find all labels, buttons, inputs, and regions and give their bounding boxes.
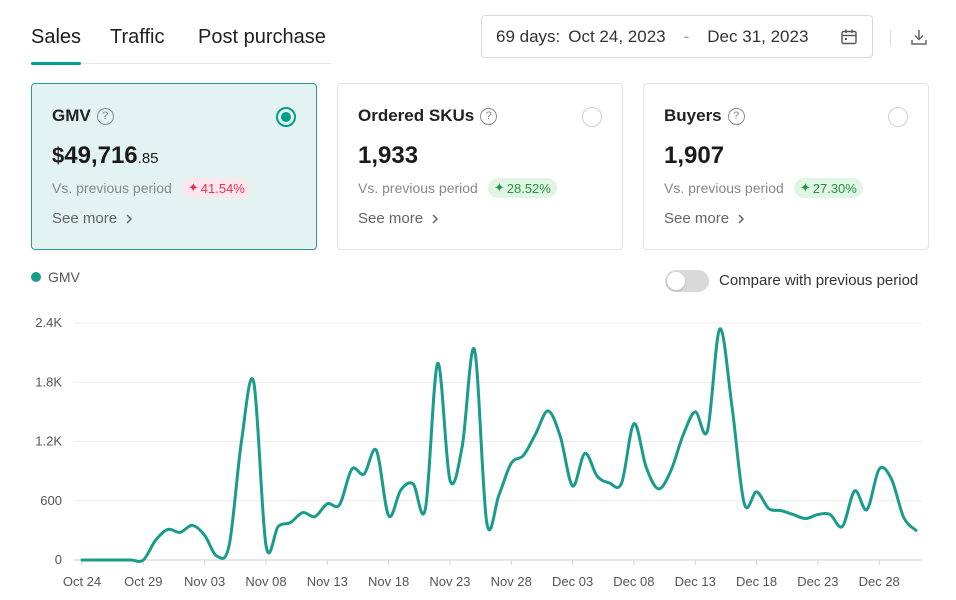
y-tick-label: 600 <box>40 493 62 508</box>
arrow-up-icon: ✦ <box>799 180 811 195</box>
comparison-label: Vs. previous period <box>52 180 172 196</box>
compare-toggle[interactable] <box>665 270 709 292</box>
date-range-separator: - <box>683 26 690 46</box>
change-badge: ✦ 41.54% <box>181 178 251 198</box>
chevron-right-icon <box>432 213 439 224</box>
card-title-text: Buyers <box>664 106 722 125</box>
x-tick-label: Nov 23 <box>429 574 470 589</box>
see-more-link[interactable]: See more <box>52 210 133 227</box>
toolbar-divider <box>890 30 891 46</box>
card-title: GMV ? <box>52 106 114 126</box>
arrow-up-icon: ✦ <box>493 180 505 195</box>
metric-value-main: 1,907 <box>664 142 725 169</box>
legend-label: GMV <box>48 269 80 285</box>
tab-sales[interactable]: Sales <box>31 26 82 48</box>
x-tick-label: Oct 29 <box>124 574 162 589</box>
comparison-row: Vs. previous period ✦ 28.52% <box>358 178 557 198</box>
metric-value: 1,933 <box>358 142 418 170</box>
date-range-end: Dec 31, 2023 <box>707 26 809 46</box>
x-tick-label: Dec 13 <box>675 574 716 589</box>
chevron-right-icon <box>738 213 745 224</box>
active-tab-indicator <box>31 62 81 65</box>
date-range-days: 69 days: <box>496 26 561 46</box>
comparison-label: Vs. previous period <box>664 180 784 196</box>
change-value: 28.52% <box>506 180 551 196</box>
date-range-picker[interactable]: 69 days: Oct 24, 2023 - Dec 31, 2023 <box>481 15 873 58</box>
metric-card-buyers[interactable]: Buyers ? 1,907 Vs. previous period ✦ 27.3… <box>643 83 929 250</box>
see-more-label: See more <box>358 210 424 227</box>
metric-card-gmv[interactable]: GMV ? $49,716.85 Vs. previous period ✦ 41… <box>31 83 317 250</box>
metric-value-decimals: .85 <box>137 150 159 167</box>
comparison-label: Vs. previous period <box>358 180 478 196</box>
x-tick-label: Nov 13 <box>307 574 348 589</box>
see-more-label: See more <box>52 210 118 227</box>
x-tick-label: Oct 24 <box>63 574 101 589</box>
x-tick-label: Dec 03 <box>552 574 593 589</box>
gmv-line-chart: 0 600 1.2K 1.8K 2.4K Oct 24 Oct 29 Nov 03 Nov 08… <box>35 315 922 589</box>
metric-value-main: 1,933 <box>358 142 419 169</box>
card-radio-selected[interactable] <box>276 107 296 127</box>
change-value: 27.30% <box>812 180 857 196</box>
x-tick-label: Nov 03 <box>184 574 225 589</box>
x-tick-label: Nov 18 <box>368 574 409 589</box>
comparison-row: Vs. previous period ✦ 41.54% <box>52 178 251 198</box>
x-tick-label: Dec 08 <box>613 574 654 589</box>
chevron-right-icon <box>126 213 133 224</box>
change-badge: ✦ 27.30% <box>793 178 863 198</box>
metric-card-ordered-skus[interactable]: Ordered SKUs ? 1,933 Vs. previous period… <box>337 83 623 250</box>
card-title: Ordered SKUs ? <box>358 106 498 126</box>
gmv-series-line <box>80 327 918 563</box>
arrow-up-icon: ✦ <box>187 180 199 195</box>
y-tick-label: 1.2K <box>35 434 62 449</box>
y-tick-label: 1.8K <box>35 374 62 389</box>
metric-value: 1,907 <box>664 142 724 170</box>
calendar-icon[interactable] <box>840 28 858 46</box>
y-tick-label: 0 <box>55 552 62 567</box>
x-tick-label: Dec 28 <box>859 574 900 589</box>
card-title-text: GMV <box>52 106 91 125</box>
tab-traffic[interactable]: Traffic <box>110 26 165 48</box>
chart-legend: GMV <box>31 269 80 285</box>
see-more-link[interactable]: See more <box>358 210 439 227</box>
comparison-row: Vs. previous period ✦ 27.30% <box>664 178 863 198</box>
see-more-label: See more <box>664 210 730 227</box>
x-tick-label: Dec 18 <box>736 574 777 589</box>
card-title-text: Ordered SKUs <box>358 106 475 125</box>
date-range-start: Oct 24, 2023 <box>568 26 666 46</box>
help-icon[interactable]: ? <box>480 107 498 125</box>
card-radio[interactable] <box>888 107 908 127</box>
y-tick-label: 2.4K <box>35 315 62 330</box>
metric-value: $49,716.85 <box>52 142 159 170</box>
help-icon[interactable]: ? <box>96 107 114 125</box>
compare-toggle-label: Compare with previous period <box>719 272 919 289</box>
download-icon[interactable] <box>909 27 929 47</box>
tab-bar: Sales Traffic Post purchase <box>31 22 331 65</box>
change-badge: ✦ 28.52% <box>487 178 557 198</box>
help-icon[interactable]: ? <box>727 107 745 125</box>
see-more-link[interactable]: See more <box>664 210 745 227</box>
legend-dot <box>31 272 41 282</box>
x-tick-label: Nov 08 <box>245 574 286 589</box>
card-radio[interactable] <box>582 107 602 127</box>
x-tick-label: Nov 28 <box>491 574 532 589</box>
currency-symbol: $ <box>52 143 65 168</box>
tab-post-purchase[interactable]: Post purchase <box>198 26 326 48</box>
metric-value-main: 49,716 <box>64 142 138 169</box>
card-title: Buyers ? <box>664 106 745 126</box>
change-value: 41.54% <box>200 180 245 196</box>
x-tick-label: Dec 23 <box>797 574 838 589</box>
